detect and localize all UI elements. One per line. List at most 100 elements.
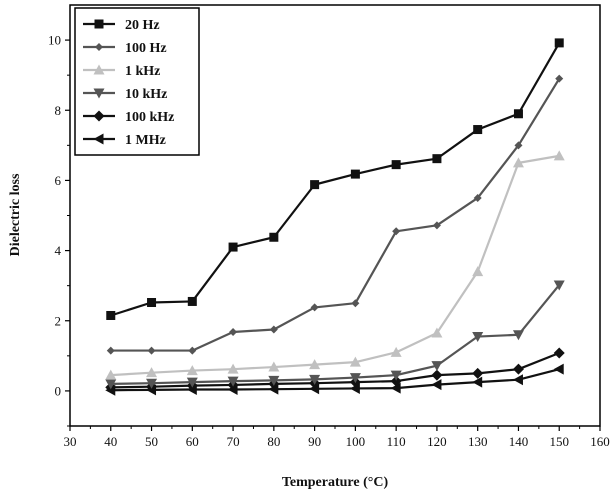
legend-marker [93,133,104,145]
y-tick-label: 0 [55,383,62,398]
series-group [105,38,565,396]
x-tick-label: 50 [145,434,158,449]
legend-box [74,7,200,156]
data-point [351,299,360,308]
data-point [473,125,483,135]
data-point [553,347,565,359]
data-point [309,359,321,370]
legend-label: 1 MHz [125,133,166,148]
series-line [110,284,561,385]
legend-item: 10 kHz [83,87,167,102]
data-point [553,150,565,161]
y-tick-label: 6 [55,173,62,188]
data-point [431,379,442,391]
y-tick-label: 8 [55,103,62,118]
data-point [473,193,482,202]
data-point [146,378,158,389]
legend-item: 1 kHz [83,64,160,79]
series-line [110,154,560,377]
legend-marker [93,110,105,122]
data-point [432,221,441,230]
data-point [227,376,239,387]
x-tick-label: 140 [509,434,529,449]
data-point [309,374,321,385]
y-tick-label: 2 [55,313,62,328]
data-point [186,377,198,388]
series-20-hz [106,38,564,320]
series-10-khz [105,280,565,390]
series-1-mhz [105,363,564,396]
data-point [229,327,238,336]
x-tick-label: 110 [387,434,406,449]
data-point [391,160,401,170]
data-point [553,280,565,291]
legend-item: 1 MHz [83,133,166,148]
x-tick-label: 90 [308,434,321,449]
series-line [110,368,560,392]
data-point [431,361,443,372]
data-point [431,369,443,381]
data-point [228,242,238,252]
data-point [349,382,360,394]
legend-label: 100 kHz [125,110,174,125]
data-point [106,310,116,320]
data-point [106,346,115,355]
data-point [310,180,320,190]
series-100-hz [106,74,564,355]
data-point [512,330,524,341]
x-tick-label: 120 [427,434,447,449]
data-point [188,346,197,355]
x-tick-label: 40 [104,434,117,449]
data-point [349,373,361,384]
legend-item: 100 kHz [83,110,174,125]
data-point [105,379,117,390]
legend-label: 10 kHz [125,87,167,102]
x-tick-label: 70 [227,434,240,449]
legend-marker [93,64,105,75]
data-point [472,376,483,388]
data-point [186,365,198,376]
x-tick-label: 100 [346,434,366,449]
data-point [269,325,278,334]
x-tick-label: 30 [64,434,77,449]
data-point [227,363,239,374]
data-point [390,370,402,381]
series-line [110,42,561,317]
data-point [147,298,157,308]
legend-item: 100 Hz [83,41,167,56]
data-point [512,363,524,375]
data-point [390,346,402,357]
series-line [110,78,561,352]
series-1-khz [105,150,565,380]
data-point [146,367,158,378]
data-point [147,346,156,355]
data-point [472,367,484,379]
data-point [472,332,484,343]
x-tick-label: 130 [468,434,488,449]
data-point [310,303,319,312]
legend-marker [95,43,103,51]
data-point [269,232,279,242]
data-point [432,154,442,164]
data-point [512,157,524,168]
legend-label: 20 Hz [125,18,160,33]
data-point [390,382,401,394]
series-line [110,352,560,389]
legend-item: 20 Hz [83,18,160,33]
legend-marker [94,19,104,29]
data-point [512,374,523,386]
data-point [105,369,117,380]
data-point [187,296,197,306]
data-point [555,74,564,83]
data-point [513,109,523,119]
series-100-khz [105,347,565,393]
y-axis-title: Dielectric loss [8,173,23,256]
x-tick-label: 150 [549,434,569,449]
legend-marker [93,88,105,99]
y-tick-label: 10 [48,33,61,48]
data-point [553,363,564,375]
data-point [514,141,523,150]
x-axis-title: Temperature (°C) [282,475,389,490]
